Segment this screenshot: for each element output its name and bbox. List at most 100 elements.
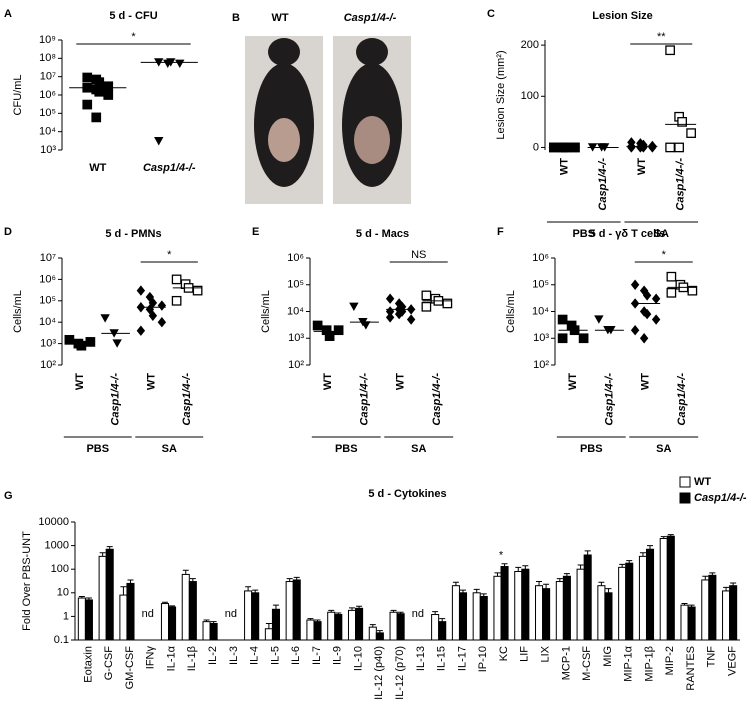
x-tick-label: Casp1/4-/- [143, 162, 196, 174]
data-point [333, 325, 344, 336]
x-tick-label: WT [558, 158, 570, 175]
y-tick-label: 10³ [288, 332, 304, 344]
bar [264, 628, 273, 641]
data-point [642, 290, 652, 301]
bar [160, 603, 170, 641]
x-tick-label: MIG [602, 646, 614, 667]
bar [576, 568, 585, 641]
photo-caption: WT [271, 12, 288, 24]
x-tick-label: LIF [519, 646, 531, 662]
panel-letter: E [252, 226, 259, 238]
bar [597, 585, 606, 641]
group-label: SA [654, 228, 669, 240]
bar [666, 535, 675, 641]
bar [451, 585, 460, 641]
error-bar [182, 569, 189, 575]
error-bar [349, 607, 356, 611]
data-point [82, 72, 93, 83]
chart-title: 5 d - PMNs [105, 228, 161, 240]
bar [583, 554, 592, 641]
bar [188, 581, 197, 641]
y-tick-label: 10⁵ [39, 295, 56, 307]
data-point [385, 293, 395, 304]
bar [251, 592, 260, 641]
legend-label: Casp1/4-/- [694, 492, 747, 504]
error-bar [577, 564, 584, 570]
bar [659, 537, 668, 641]
error-bar [210, 621, 217, 624]
y-tick-label: 10⁷ [40, 252, 56, 264]
y-tick-label: 100 [521, 90, 539, 102]
x-tick-label: TNF [706, 646, 718, 668]
bar [722, 590, 731, 641]
error-bar [127, 579, 134, 584]
bar [472, 592, 481, 641]
data-point [192, 285, 203, 296]
group-label: PBS [572, 228, 595, 240]
error-bar [265, 623, 272, 629]
group-label: SA [162, 443, 177, 455]
panel-letter: A [4, 8, 12, 20]
data-point [145, 304, 155, 315]
data-point [82, 99, 93, 110]
chart-title: Lesion Size [592, 10, 653, 22]
error-bar [681, 603, 688, 606]
data-point [578, 333, 589, 344]
bar [244, 590, 253, 641]
data-point [651, 314, 661, 325]
x-tick-label: IL-15 [436, 646, 448, 671]
data-point [627, 142, 636, 153]
error-bar [494, 572, 501, 577]
y-tick-label: 10⁸ [39, 52, 56, 64]
x-tick-label: IL-13 [415, 646, 427, 671]
error-bar [452, 581, 459, 586]
data-point [175, 59, 185, 69]
error-bar [432, 611, 439, 615]
group-label: PBS [580, 443, 603, 455]
error-bar [439, 618, 446, 622]
data-point [136, 325, 146, 336]
bar [438, 621, 447, 641]
bar [306, 619, 315, 641]
error-bar [556, 578, 563, 582]
bar [98, 555, 107, 641]
x-tick-label: Casp1/4-/- [597, 158, 609, 211]
data-point [100, 314, 110, 323]
y-axis-label: Cells/mL [260, 290, 272, 333]
y-tick-label: 1 [63, 610, 69, 622]
error-bar [709, 572, 716, 576]
y-tick-label: 10000 [38, 516, 69, 528]
error-bar [169, 605, 176, 608]
data-point [154, 137, 164, 146]
bar [334, 614, 343, 641]
data-point [686, 128, 696, 138]
x-tick-label: WT [567, 373, 579, 390]
error-bar [99, 552, 106, 557]
bar [514, 570, 523, 641]
error-bar [536, 581, 543, 586]
error-bar [328, 609, 335, 613]
y-tick-label: 0 [533, 141, 539, 153]
y-tick-label: 10⁶ [39, 273, 56, 285]
data-point [349, 302, 359, 311]
chart-title: 5 d - CFU [109, 10, 157, 22]
y-tick-label: 1000 [45, 540, 69, 552]
y-axis-label: Cells/mL [505, 290, 517, 333]
error-bar [369, 624, 376, 628]
x-tick-label: Casp1/4-/- [181, 373, 193, 426]
x-tick-label: Casp1/4-/- [110, 373, 122, 426]
x-tick-label: MCP-1 [560, 646, 572, 680]
group-label: PBS [86, 443, 109, 455]
y-tick-label: 10⁶ [287, 252, 304, 264]
legend-swatch [679, 492, 691, 504]
data-point [112, 339, 122, 348]
error-bar [286, 578, 293, 582]
error-bar [252, 589, 259, 593]
y-axis-label: Cells/mL [12, 290, 24, 333]
group-label: SA [411, 443, 426, 455]
data-point [148, 310, 158, 321]
error-bar [543, 583, 550, 589]
error-bar [203, 619, 210, 622]
error-bar [647, 545, 654, 550]
bar [209, 623, 218, 641]
